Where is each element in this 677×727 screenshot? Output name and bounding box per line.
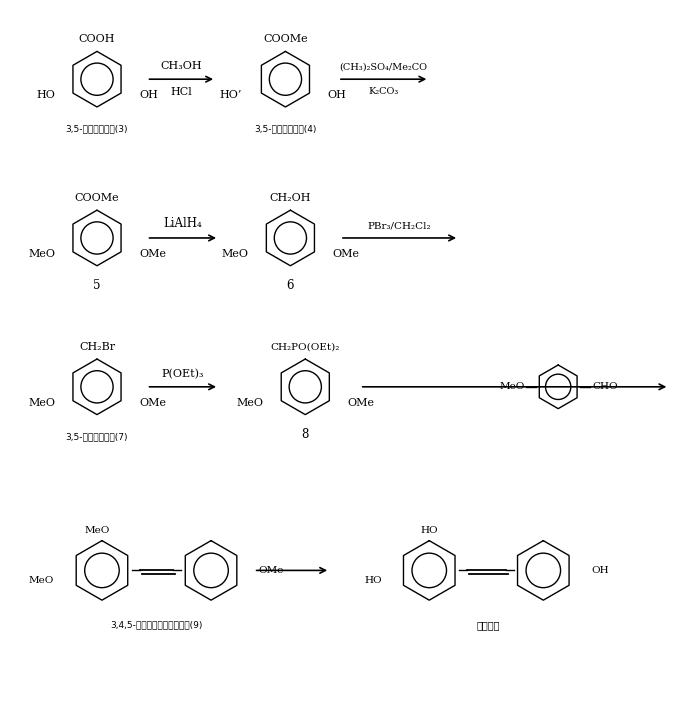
Text: MeO: MeO (85, 526, 110, 535)
Text: MeO: MeO (499, 382, 525, 391)
Text: CHO: CHO (592, 382, 617, 391)
Text: OH: OH (139, 90, 158, 100)
Text: HO: HO (37, 90, 55, 100)
Text: OH: OH (591, 566, 609, 575)
Text: 3,5-二羟基苯甲酸(3): 3,5-二羟基苯甲酸(3) (66, 124, 128, 133)
Text: OMe: OMe (139, 398, 166, 408)
Text: CH₂Br: CH₂Br (79, 342, 115, 352)
Text: LiAlH₄: LiAlH₄ (163, 217, 202, 230)
Text: COOMe: COOMe (263, 34, 308, 44)
Text: 8: 8 (301, 428, 309, 441)
Text: COOMe: COOMe (74, 193, 119, 204)
Text: 3,5-二甲氧基溄苍(7): 3,5-二甲氧基溄苍(7) (66, 432, 128, 441)
Text: MeO: MeO (28, 249, 55, 259)
Text: HCl: HCl (171, 87, 192, 97)
Text: P(OEt)₃: P(OEt)₃ (162, 369, 204, 379)
Text: OMe: OMe (259, 566, 284, 575)
Text: 3,4,5-三甲氧基反式二苯乙烯(9): 3,4,5-三甲氧基反式二苯乙烯(9) (110, 620, 202, 630)
Text: COOH: COOH (79, 34, 115, 44)
Text: OMe: OMe (347, 398, 374, 408)
Text: CH₂OH: CH₂OH (269, 193, 311, 204)
Text: CH₃OH: CH₃OH (160, 61, 202, 71)
Text: 3,5-二羟基苯甲酯(4): 3,5-二羟基苯甲酯(4) (255, 124, 317, 133)
Text: OH: OH (328, 90, 346, 100)
Text: CH₂PO(OEt)₂: CH₂PO(OEt)₂ (271, 342, 340, 352)
Text: MeO: MeO (29, 576, 54, 585)
Text: OMe: OMe (139, 249, 166, 259)
Text: PBr₃/CH₂Cl₂: PBr₃/CH₂Cl₂ (368, 221, 431, 230)
Text: 6: 6 (286, 279, 294, 292)
Text: 5: 5 (93, 279, 101, 292)
Text: OMe: OMe (332, 249, 359, 259)
Text: 白藜芦醇: 白藜芦醇 (477, 620, 500, 630)
Text: HO: HO (420, 526, 438, 535)
Text: HO’: HO’ (219, 90, 242, 100)
Text: MeO: MeO (28, 398, 55, 408)
Text: (CH₃)₂SO₄/Me₂CO: (CH₃)₂SO₄/Me₂CO (340, 63, 428, 71)
Text: MeO: MeO (236, 398, 263, 408)
Text: MeO: MeO (221, 249, 248, 259)
Text: HO: HO (364, 576, 382, 585)
Text: K₂CO₃: K₂CO₃ (368, 87, 399, 96)
